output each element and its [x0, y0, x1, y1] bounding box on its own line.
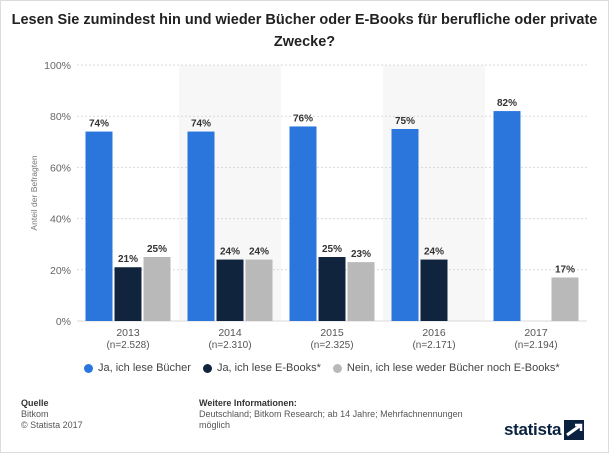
chart-legend: Ja, ich lese Bücher Ja, ich lese E-Books… — [84, 361, 572, 375]
chart-title: Lesen Sie zumindest hin und wieder Büche… — [11, 12, 598, 50]
legend-item-neither[interactable]: Nein, ich lese weder Bücher noch E-Books… — [332, 362, 560, 374]
data-label: 23% — [351, 249, 371, 260]
data-label: 82% — [497, 98, 517, 109]
source-name: Bitkom — [21, 409, 49, 419]
y-tick-label: 100% — [44, 60, 71, 72]
source-block: Quelle Bitkom © Statista 2017 — [21, 398, 83, 431]
info-heading[interactable]: Weitere Informationen: — [199, 398, 297, 408]
bar-2013-series-2 — [143, 257, 171, 321]
info-block: Weitere Informationen: Deutschland; Bitk… — [199, 398, 479, 431]
data-label: 76% — [293, 113, 313, 124]
statista-logo[interactable]: statista — [504, 419, 585, 441]
legend-swatch-ebooks — [202, 363, 212, 373]
data-label: 24% — [424, 247, 444, 258]
y-tick-label: 60% — [50, 162, 71, 174]
legend-label-neither: Nein, ich lese weder Bücher noch E-Books… — [346, 362, 560, 374]
y-tick-label: 20% — [50, 265, 71, 277]
info-text: Deutschland; Bitkom Research; ab 14 Jahr… — [199, 409, 463, 430]
y-tick-label: 40% — [50, 214, 71, 226]
data-label: 74% — [89, 119, 109, 130]
data-label: 21% — [118, 254, 138, 265]
data-label: 25% — [147, 244, 167, 255]
x-tick-label-year: 2017 — [524, 327, 548, 339]
bar-2013-series-0 — [85, 131, 113, 321]
x-tick-label-year: 2013 — [116, 327, 140, 339]
data-label: 24% — [249, 247, 269, 258]
legend-swatch-neither — [332, 363, 342, 373]
bar-2016-series-1 — [420, 259, 448, 321]
legend-item-books[interactable]: Ja, ich lese Bücher — [84, 362, 191, 374]
bar-2015-series-0 — [289, 126, 317, 321]
copyright-text: © Statista 2017 — [21, 420, 83, 430]
data-label: 75% — [395, 116, 415, 127]
bar-2015-series-1 — [318, 257, 346, 321]
x-tick-label-n: (n=2.194) — [514, 340, 557, 351]
legend-swatch-books — [84, 363, 93, 373]
bar-2014-series-1 — [216, 259, 244, 321]
x-tick-label-year: 2015 — [320, 327, 344, 339]
bar-2015-series-2 — [347, 262, 375, 321]
logo-mark-icon — [564, 420, 585, 440]
bar-2014-series-0 — [187, 131, 215, 321]
bar-2013-series-1 — [114, 267, 142, 321]
x-tick-label-n: (n=2.310) — [208, 340, 251, 351]
x-tick-label-n: (n=2.325) — [310, 340, 353, 351]
logo-text: statista — [504, 420, 562, 439]
data-label: 25% — [322, 244, 342, 255]
x-tick-label-n: (n=2.528) — [106, 340, 149, 351]
legend-label-ebooks: Ja, ich lese E-Books* — [216, 362, 321, 374]
source-heading: Quelle — [21, 398, 49, 408]
y-axis-title: Anteil der Befragten — [29, 155, 39, 230]
bar-2017-series-0 — [493, 111, 521, 321]
x-tick-label-year: 2014 — [218, 327, 242, 339]
data-label: 24% — [220, 247, 240, 258]
data-label: 74% — [191, 119, 211, 130]
y-tick-label: 0% — [56, 316, 71, 328]
x-tick-label-year: 2016 — [422, 327, 446, 339]
bar-2017-series-2 — [551, 277, 579, 321]
data-label: 17% — [555, 264, 575, 275]
bar-2016-series-0 — [391, 129, 419, 321]
legend-label-books: Ja, ich lese Bücher — [98, 362, 191, 374]
x-tick-label-n: (n=2.171) — [412, 340, 455, 351]
y-tick-label: 80% — [50, 111, 71, 123]
bar-2014-series-2 — [245, 259, 273, 321]
legend-item-ebooks[interactable]: Ja, ich lese E-Books* — [202, 362, 321, 374]
